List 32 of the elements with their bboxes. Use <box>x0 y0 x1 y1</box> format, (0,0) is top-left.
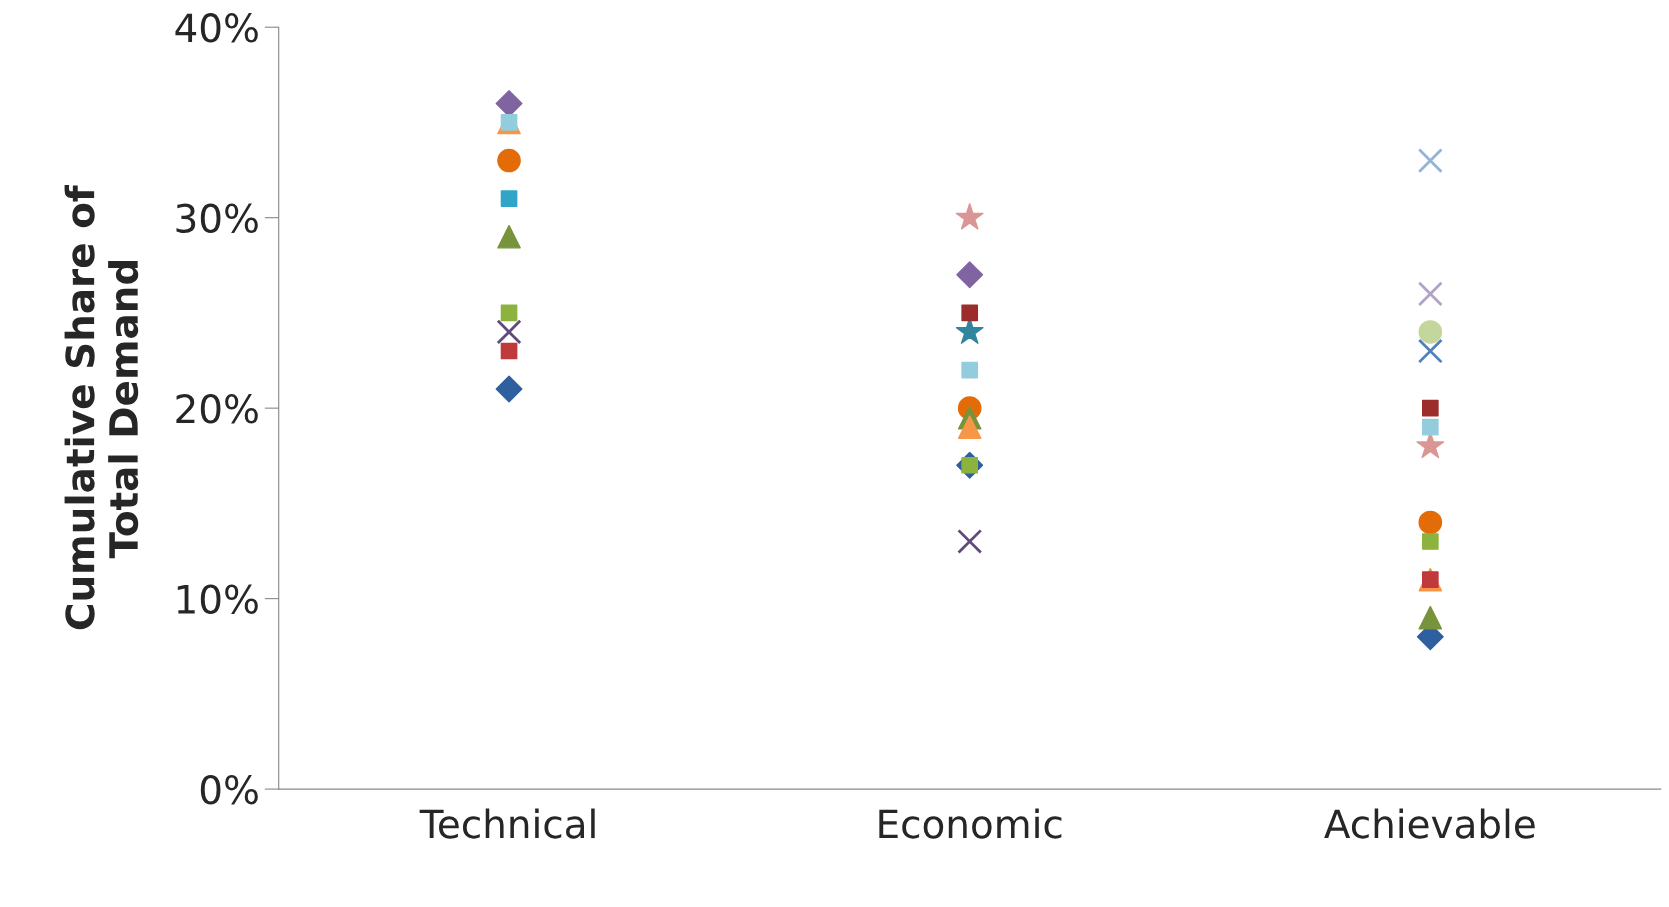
y-tick-label: 10% <box>177 584 258 614</box>
point <box>497 148 521 173</box>
point <box>495 375 523 403</box>
x-tick-label: Achievable <box>1324 808 1535 839</box>
point <box>1418 605 1443 630</box>
point <box>1421 533 1439 550</box>
point <box>1418 510 1443 535</box>
y-tick-label: 20% <box>176 394 258 424</box>
point <box>500 304 518 322</box>
point <box>1417 281 1443 307</box>
point <box>956 261 984 289</box>
point <box>500 190 518 207</box>
point <box>1421 399 1439 417</box>
point <box>500 342 518 360</box>
point <box>957 415 982 440</box>
point <box>1421 418 1439 436</box>
point <box>961 304 979 322</box>
point <box>496 319 522 345</box>
point <box>955 203 984 230</box>
point <box>957 528 983 554</box>
point <box>495 89 523 117</box>
point <box>961 361 979 379</box>
point <box>1417 338 1443 364</box>
point <box>1418 320 1443 344</box>
y-axis-title: Cumulative Share of Total Demand <box>64 184 139 630</box>
y-tick-label: 0% <box>200 775 258 805</box>
y-tick-label: 40% <box>175 13 258 43</box>
point <box>1417 148 1443 174</box>
x-tick-label: Economic <box>879 808 1062 839</box>
x-tick-label: Technical <box>419 808 595 839</box>
y-tick-label: 30% <box>176 203 258 234</box>
point <box>497 224 521 249</box>
